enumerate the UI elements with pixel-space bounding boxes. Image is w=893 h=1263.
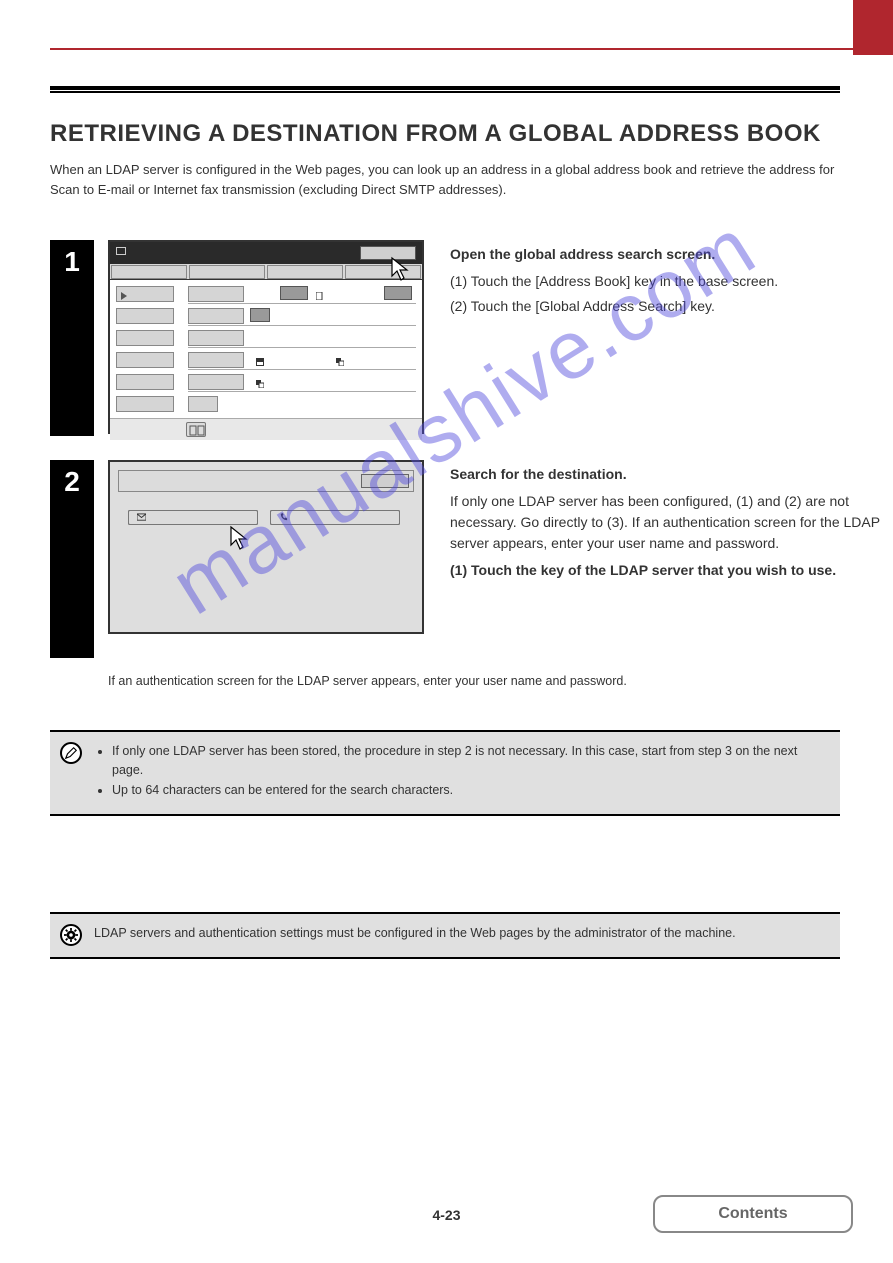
- section-divider: [50, 86, 840, 93]
- page-icon: [316, 289, 324, 297]
- note-box: If only one LDAP server has been stored,…: [50, 730, 840, 816]
- screenshot-address-book: [108, 240, 424, 434]
- tab[interactable]: [189, 265, 265, 279]
- right-cell[interactable]: [188, 374, 244, 390]
- server-item[interactable]: [128, 510, 258, 525]
- step-1-text: Open the global address search screen. (…: [450, 244, 880, 317]
- left-cell[interactable]: [116, 286, 174, 302]
- admin-note-box: LDAP servers and authentication settings…: [50, 912, 840, 959]
- tab[interactable]: [267, 265, 343, 279]
- screenshot-body: [110, 280, 422, 418]
- step-heading: Open the global address search screen.: [450, 244, 880, 265]
- step-subtext: If only one LDAP server has been configu…: [450, 491, 880, 554]
- right-cell[interactable]: [188, 352, 244, 368]
- screenshot-titlebar: [110, 242, 422, 264]
- screenshot-ldap-select: [108, 460, 424, 634]
- book-icon: [187, 423, 207, 438]
- disk-icon: [256, 355, 264, 363]
- step-2-footer-text: If an authentication screen for the LDAP…: [108, 672, 828, 691]
- mail-icon: [137, 513, 146, 522]
- left-cell[interactable]: [116, 374, 174, 390]
- square-icon: [256, 377, 264, 385]
- header-underline: [50, 48, 893, 50]
- note-item: If only one LDAP server has been stored,…: [112, 742, 826, 781]
- header-accent: [853, 0, 893, 55]
- left-cell[interactable]: [116, 330, 174, 346]
- dialog-header: [118, 470, 414, 492]
- right-cell[interactable]: [188, 286, 244, 302]
- screenshot-footer: [110, 418, 422, 440]
- phone-icon: [279, 513, 288, 522]
- step-number: 1: [50, 240, 94, 436]
- section-title: RETRIEVING A DESTINATION FROM A GLOBAL A…: [50, 120, 821, 148]
- square-icon: [336, 355, 344, 363]
- admin-note-text: LDAP servers and authentication settings…: [94, 924, 826, 943]
- contents-button[interactable]: Contents: [653, 1195, 853, 1233]
- right-cell[interactable]: [188, 330, 244, 346]
- chip: [280, 286, 308, 300]
- chip: [384, 286, 412, 300]
- section-intro: When an LDAP server is configured in the…: [50, 160, 840, 199]
- chip: [250, 308, 270, 322]
- right-cell[interactable]: [188, 308, 244, 324]
- cursor-icon: [227, 525, 251, 553]
- screenshot-tabs: [110, 264, 422, 280]
- step-2-text: Search for the destination. If only one …: [450, 464, 880, 581]
- left-cell[interactable]: [116, 352, 174, 368]
- pencil-icon: [60, 742, 82, 764]
- step-heading: Search for the destination.: [450, 464, 880, 485]
- mail-icon: [116, 247, 126, 255]
- step-number: 2: [50, 460, 94, 658]
- footer-button[interactable]: [186, 422, 206, 437]
- left-cell[interactable]: [116, 308, 174, 324]
- left-cell[interactable]: [116, 396, 174, 412]
- cursor-icon: [388, 256, 412, 284]
- gear-icon: [60, 924, 82, 946]
- server-item[interactable]: [270, 510, 400, 525]
- tab[interactable]: [111, 265, 187, 279]
- step-line: (1) Touch the [Address Book] key in the …: [450, 271, 880, 292]
- ok-button[interactable]: [361, 474, 409, 488]
- right-cell[interactable]: [188, 396, 218, 412]
- step-line: (1) Touch the key of the LDAP server tha…: [450, 560, 880, 581]
- step-line: (2) Touch the [Global Address Search] ke…: [450, 296, 880, 317]
- note-item: Up to 64 characters can be entered for t…: [112, 781, 826, 800]
